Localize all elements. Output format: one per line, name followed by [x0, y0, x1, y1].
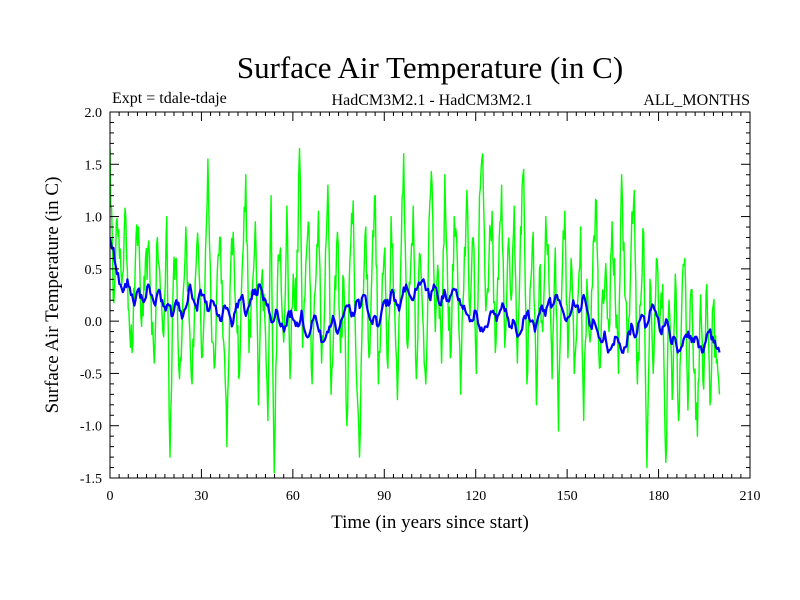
x-tick-label: 90: [377, 489, 391, 504]
series-layer: [110, 147, 721, 474]
chart-subtitle-models: HadCM3M2.1 - HadCM3M2.1: [332, 92, 533, 109]
x-tick-label: 210: [740, 489, 761, 504]
y-tick-label: 0.5: [85, 263, 103, 278]
x-tick-label: 60: [286, 489, 300, 504]
x-tick-label: 0: [107, 489, 114, 504]
chart-title: Surface Air Temperature (in C): [237, 50, 623, 85]
y-tick-label: 0.0: [85, 315, 103, 330]
chart-subtitle-months: ALL_MONTHS: [643, 92, 750, 109]
x-tick-label: 180: [648, 489, 669, 504]
x-tick-label: 30: [194, 489, 208, 504]
y-tick-label: 1.0: [85, 211, 103, 226]
chart-subtitle-experiment: Expt = tdale-tdaje: [112, 90, 227, 107]
series-line-monthly: [110, 147, 721, 474]
x-tick-label: 150: [557, 489, 578, 504]
y-tick-label: -1.0: [80, 420, 102, 435]
y-tick-label: 2.0: [85, 106, 103, 121]
tick-layer: 0 30 60 90 120 150 180 210 2.0 1.5 1.0 0.5 0.0 -0.5 -1…: [80, 106, 761, 504]
y-tick-label: -1.5: [80, 472, 102, 487]
y-axis-label: Surface Air Temperature (in C): [42, 177, 63, 414]
series-line-smoothed: [110, 237, 721, 354]
x-axis-label: Time (in years since start): [331, 512, 529, 533]
y-tick-label: 1.5: [85, 158, 103, 173]
y-tick-label: -0.5: [80, 367, 102, 382]
plot-area: 0 30 60 90 120 150 180 210 2.0 1.5 1.0 0.5 0.0 -0.5 -1…: [80, 106, 761, 504]
x-tick-label: 120: [465, 489, 486, 504]
